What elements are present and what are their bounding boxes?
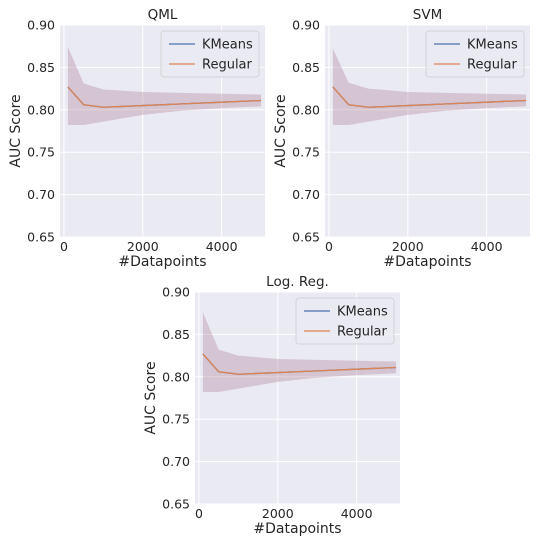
- chart-title: SVM: [413, 7, 442, 23]
- legend-label: KMeans: [337, 305, 388, 320]
- confidence-band-regular: [332, 48, 527, 126]
- x-axis-label: #Datapoints: [118, 254, 206, 270]
- x-axis-label: #Datapoints: [383, 254, 471, 270]
- chart-title: Log. Reg.: [266, 274, 329, 290]
- y-tick-label: 0.80: [162, 369, 190, 384]
- series-line-regular: [67, 86, 262, 108]
- x-tick-label: 4000: [206, 239, 238, 254]
- y-tick-label: 0.65: [162, 497, 190, 512]
- confidence-band-regular: [67, 47, 262, 126]
- legend-label: Regular: [202, 58, 253, 73]
- y-tick-label: 0.70: [162, 454, 190, 469]
- confidence-band-kmeans: [67, 47, 262, 126]
- y-tick-label: 0.80: [292, 102, 320, 117]
- y-tick-label: 0.90: [27, 18, 55, 33]
- legend-label: Regular: [337, 325, 388, 340]
- x-tick-label: 2000: [392, 239, 424, 254]
- y-tick-label: 0.90: [162, 285, 190, 300]
- y-tick-label: 0.85: [162, 327, 190, 342]
- y-tick-label: 0.80: [27, 102, 55, 117]
- y-tick-label: 0.70: [292, 187, 320, 202]
- y-axis-label: AUC Score: [273, 94, 289, 167]
- chart-panel-1: 0.65 0.70 0.75 0.80 0.85 0.90 0 2000 4000#Datapo…: [273, 7, 530, 270]
- x-tick-label: 0: [60, 239, 68, 254]
- chart-panel-0: 0.65 0.70 0.75 0.80 0.85 0.90 0 2000 4000#Datapo…: [8, 7, 265, 270]
- x-tick-label: 0: [195, 506, 203, 521]
- x-tick-label: 2000: [262, 506, 294, 521]
- legend-box: [160, 30, 260, 78]
- y-tick-label: 0.75: [292, 145, 320, 160]
- y-tick-label: 0.70: [27, 187, 55, 202]
- legend-box: [295, 297, 395, 345]
- legend-label: Regular: [467, 58, 518, 73]
- legend-label: KMeans: [467, 38, 518, 53]
- confidence-band-kmeans: [202, 312, 397, 393]
- y-tick-label: 0.65: [27, 230, 55, 245]
- y-tick-label: 0.75: [162, 412, 190, 427]
- legend-label: KMeans: [202, 38, 253, 53]
- confidence-band-kmeans: [332, 48, 527, 126]
- x-axis-label: #Datapoints: [253, 521, 341, 537]
- series-line-regular: [202, 353, 397, 375]
- confidence-band-regular: [202, 312, 397, 393]
- y-tick-label: 0.90: [292, 18, 320, 33]
- series-line-regular: [332, 86, 527, 108]
- y-axis-label: AUC Score: [143, 361, 159, 434]
- x-tick-label: 4000: [341, 506, 373, 521]
- y-tick-label: 0.85: [27, 60, 55, 75]
- y-tick-label: 0.75: [27, 145, 55, 160]
- x-tick-label: 0: [325, 239, 333, 254]
- chart-title: QML: [148, 7, 178, 23]
- y-tick-label: 0.65: [292, 230, 320, 245]
- chart-panel-2: 0.65 0.70 0.75 0.80 0.85 0.90 0 2000 4000#Datapo…: [143, 274, 400, 537]
- x-tick-label: 2000: [127, 239, 159, 254]
- y-axis-label: AUC Score: [8, 94, 24, 167]
- x-tick-label: 4000: [471, 239, 503, 254]
- y-tick-label: 0.85: [292, 60, 320, 75]
- legend-box: [425, 30, 525, 78]
